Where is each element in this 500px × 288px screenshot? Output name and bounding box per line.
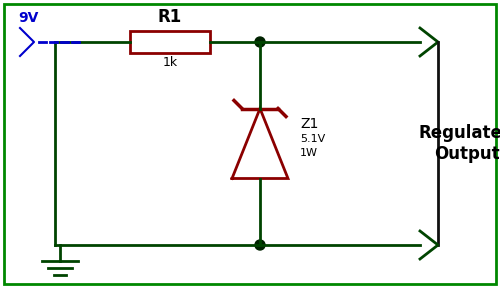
- Text: R1: R1: [158, 8, 182, 26]
- Circle shape: [255, 240, 265, 250]
- Circle shape: [255, 37, 265, 47]
- Text: Z1: Z1: [300, 117, 318, 130]
- Text: 1W: 1W: [300, 149, 318, 158]
- Text: 1k: 1k: [162, 56, 178, 69]
- Text: Regulated
Output: Regulated Output: [418, 124, 500, 163]
- Text: 5.1V: 5.1V: [300, 134, 325, 145]
- Bar: [130, 31, 210, 53]
- Text: 9V: 9V: [18, 11, 38, 25]
